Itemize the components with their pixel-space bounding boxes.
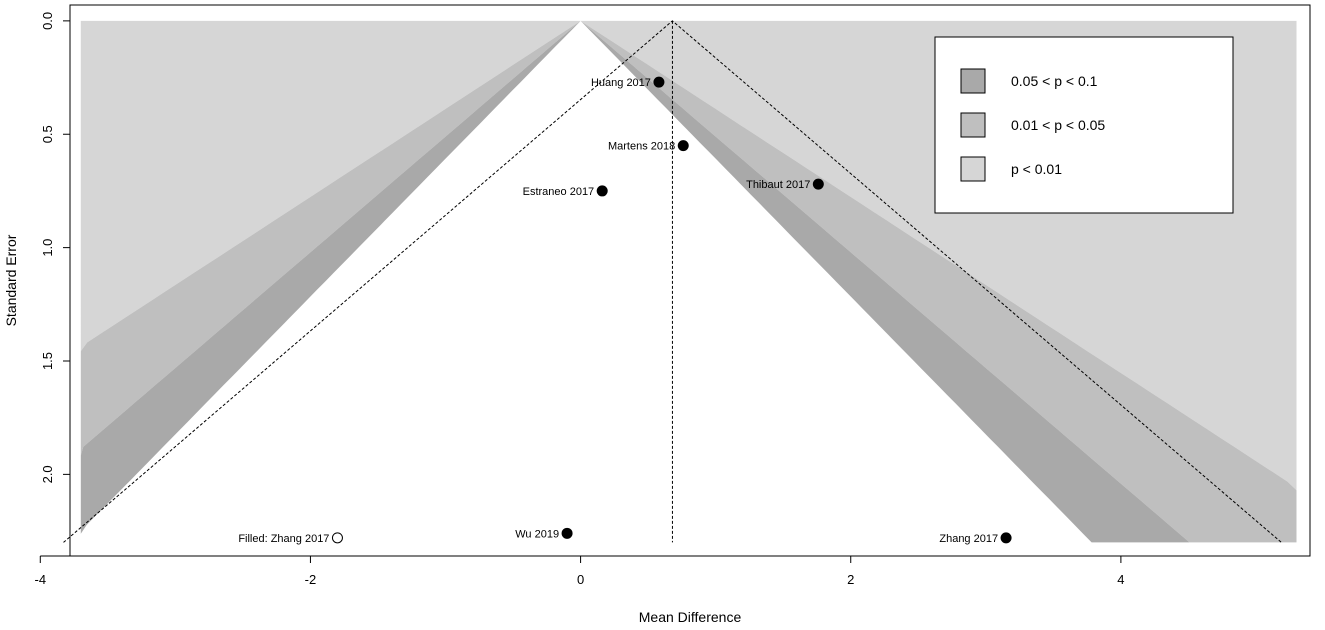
pseudo-confidence-funnel xyxy=(63,20,1282,543)
x-tick-label: 4 xyxy=(1117,572,1124,587)
study-point xyxy=(596,185,608,197)
y-tick-label: 0.0 xyxy=(40,12,55,30)
x-tick-label: -2 xyxy=(305,572,317,587)
legend-swatch xyxy=(960,156,986,182)
legend: 0.05 < p < 0.1 0.01 < p < 0.05 p < 0.01 xyxy=(934,36,1234,214)
legend-label: 0.05 < p < 0.1 xyxy=(1011,73,1098,89)
study-point xyxy=(653,76,665,88)
reference-lines xyxy=(63,20,1282,543)
legend-label: 0.01 < p < 0.05 xyxy=(1011,117,1105,133)
study-point-label: Zhang 2017 xyxy=(939,533,998,545)
contour-region-2-left xyxy=(80,20,581,543)
legend-swatch xyxy=(960,112,986,138)
study-points: Huang 2017 Martens 2018 Thibaut 2017 Estran… xyxy=(238,76,1012,545)
y-tick-label: 1.0 xyxy=(40,239,55,257)
study-point xyxy=(561,527,573,539)
study-point-label: Filled: Zhang 2017 xyxy=(238,533,329,545)
legend-swatch xyxy=(960,68,986,94)
study-point-label: Wu 2019 xyxy=(515,528,559,540)
contour-region-0-right xyxy=(580,20,1190,543)
contour-region-1-right xyxy=(580,20,1297,543)
y-tick-label: 2.0 xyxy=(40,465,55,483)
y-tick-label: 0.5 xyxy=(40,125,55,143)
x-axis-title: Mean Difference xyxy=(639,609,742,625)
study-point xyxy=(331,532,343,544)
study-point xyxy=(1000,532,1012,544)
y-axis-title: Standard Error xyxy=(3,234,19,326)
study-point xyxy=(677,140,689,152)
y-tick-label: 1.5 xyxy=(40,352,55,370)
contour-region-1-left xyxy=(80,20,581,543)
x-tick-label: 2 xyxy=(847,572,854,587)
study-point-label: Thibaut 2017 xyxy=(746,179,810,191)
axes: -4 -2 0 2 4 0.0 0.5 1.0 1.5 2.0 xyxy=(35,4,1311,587)
study-point xyxy=(812,178,824,190)
x-tick-label: -4 xyxy=(35,572,47,587)
x-tick-label: 0 xyxy=(577,572,584,587)
study-point-label: Estraneo 2017 xyxy=(523,186,595,198)
study-point-label: Martens 2018 xyxy=(608,141,675,153)
legend-label: p < 0.01 xyxy=(1011,161,1062,177)
study-point-label: Huang 2017 xyxy=(591,77,651,89)
